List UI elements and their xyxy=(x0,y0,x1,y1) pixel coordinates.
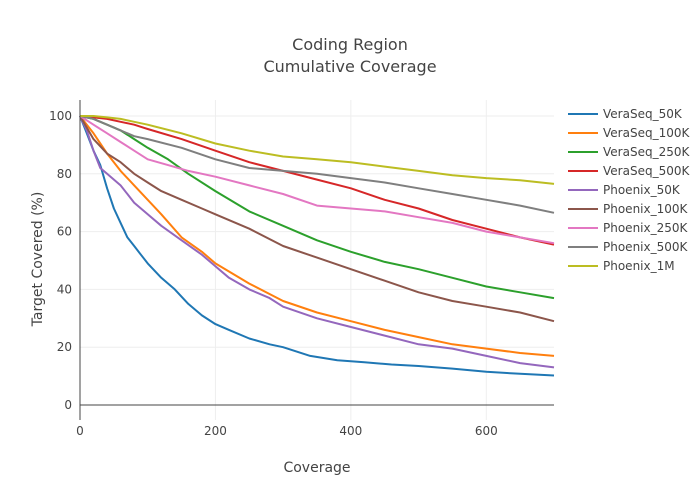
x-tick-label: 600 xyxy=(475,424,498,438)
legend-label: Phoenix_100K xyxy=(603,202,689,216)
axes: 0 20 40 60 80 100 0 200 400 600 xyxy=(49,100,554,438)
legend-label: Phoenix_50K xyxy=(603,183,681,197)
y-tick-label: 0 xyxy=(64,398,72,412)
series-line-veraseq-50k[interactable] xyxy=(79,115,555,377)
x-axis-label: Coverage xyxy=(283,460,350,476)
legend-label: VeraSeq_100K xyxy=(603,126,690,140)
series-line-phoenix-50k[interactable] xyxy=(79,115,555,369)
legend: VeraSeq_50K VeraSeq_100K VeraSeq_250K VeraS… xyxy=(568,107,690,273)
chart-title-line-1: Coding Region xyxy=(292,35,408,54)
legend-item[interactable]: VeraSeq_500K xyxy=(568,164,690,178)
legend-item[interactable]: Phoenix_50K xyxy=(568,183,681,197)
series-lines xyxy=(79,115,555,377)
series-line-veraseq-100k[interactable] xyxy=(79,115,555,357)
legend-item[interactable]: VeraSeq_100K xyxy=(568,126,690,140)
y-tick-label: 100 xyxy=(49,109,72,123)
legend-item[interactable]: Phoenix_250K xyxy=(568,221,689,235)
legend-label: Phoenix_250K xyxy=(603,221,689,235)
y-tick-label: 40 xyxy=(57,282,72,296)
legend-label: Phoenix_500K xyxy=(603,240,689,254)
y-axis-label: Target Covered (%) xyxy=(30,192,46,328)
legend-item[interactable]: VeraSeq_250K xyxy=(568,145,690,159)
series-line-phoenix-250k[interactable] xyxy=(79,115,555,245)
legend-label: Phoenix_1M xyxy=(603,259,675,273)
legend-item[interactable]: Phoenix_500K xyxy=(568,240,689,254)
series-line-phoenix-500k[interactable] xyxy=(79,115,555,214)
x-tick-label: 200 xyxy=(204,424,227,438)
x-tick-label: 0 xyxy=(76,424,84,438)
y-tick-label: 80 xyxy=(57,167,72,181)
series-line-phoenix-1m[interactable] xyxy=(80,115,555,185)
series-line-phoenix-100k[interactable] xyxy=(79,115,555,323)
legend-item[interactable]: Phoenix_100K xyxy=(568,202,689,216)
legend-label: VeraSeq_50K xyxy=(603,107,683,121)
series-line-veraseq-500k[interactable] xyxy=(79,115,555,246)
legend-label: VeraSeq_250K xyxy=(603,145,690,159)
legend-label: VeraSeq_500K xyxy=(603,164,690,178)
y-tick-label: 20 xyxy=(57,340,72,354)
chart-title-line-2: Cumulative Coverage xyxy=(263,57,436,76)
gridlines xyxy=(80,100,554,420)
y-tick-label: 60 xyxy=(57,225,72,239)
x-tick-label: 400 xyxy=(339,424,362,438)
legend-item[interactable]: VeraSeq_50K xyxy=(568,107,683,121)
legend-item[interactable]: Phoenix_1M xyxy=(568,259,675,273)
